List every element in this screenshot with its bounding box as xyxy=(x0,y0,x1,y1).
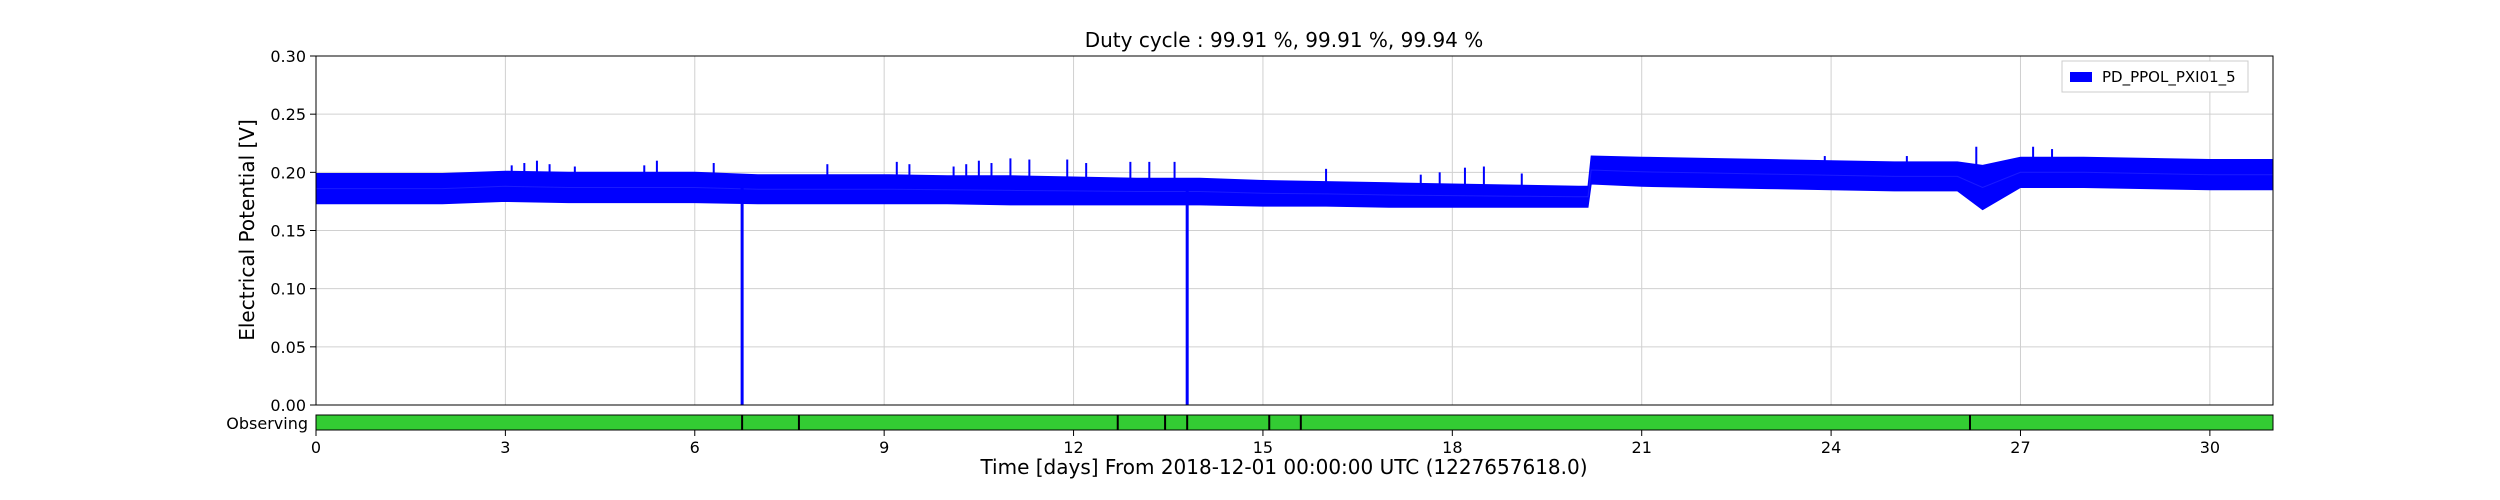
legend: PD_PPOL_PXI01_5 xyxy=(2061,60,2249,93)
x-tick-label: 18 xyxy=(1442,438,1462,457)
grid xyxy=(315,55,2273,406)
x-tick-label: 0 xyxy=(311,438,321,457)
x-tick-label: 27 xyxy=(2010,438,2030,457)
y-tick-label: 0.30 xyxy=(270,47,306,66)
segment-bar xyxy=(315,414,2274,431)
legend-label: PD_PPOL_PXI01_5 xyxy=(2102,68,2236,87)
segment-panel: Observing xyxy=(226,414,2274,433)
y-axis-label: Electrical Potential [V] xyxy=(235,119,259,341)
x-tick-label: 3 xyxy=(500,438,510,457)
x-tick-label: 30 xyxy=(2200,438,2220,457)
series-band xyxy=(315,155,2274,211)
x-tick-label: 15 xyxy=(1253,438,1273,457)
y-tick-label: 0.25 xyxy=(270,105,306,124)
chart-title: Duty cycle : 99.91 %, 99.91 %, 99.94 % xyxy=(1085,28,1484,52)
x-tick-label: 24 xyxy=(1821,438,1841,457)
x-tick-label: 12 xyxy=(1063,438,1083,457)
y-tick-label: 0.00 xyxy=(270,396,306,415)
x-tick-label: 21 xyxy=(1632,438,1652,457)
legend-swatch xyxy=(2070,72,2092,82)
series-layer xyxy=(315,146,2274,405)
y-tick-label: 0.15 xyxy=(270,222,306,241)
y-tick-label: 0.10 xyxy=(270,280,306,299)
y-tick-label: 0.05 xyxy=(270,338,306,357)
x-axis-label: Time [days] From 2018-12-01 00:00:00 UTC… xyxy=(979,455,1587,479)
x-tick-label: 9 xyxy=(879,438,889,457)
segment-label: Observing xyxy=(226,414,308,433)
series-midline xyxy=(316,169,2273,198)
x-tick-label: 6 xyxy=(690,438,700,457)
y-tick-label: 0.20 xyxy=(270,163,306,182)
x-ticks: 0 3 6 9 12 15 18 21 24 27 30 xyxy=(311,430,2220,457)
legend-frame xyxy=(2061,60,2249,93)
y-ticks: 0.00 0.05 0.10 0.15 0.20 0.25 0.30 xyxy=(270,47,316,415)
